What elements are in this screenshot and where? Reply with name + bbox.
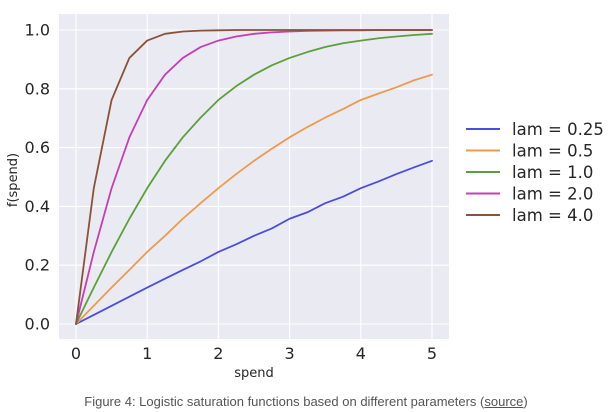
x-tick-labels: 0 1 2 3 4 5 <box>71 344 437 363</box>
caption-close: ) <box>523 394 528 409</box>
caption-text: Figure 4: Logistic saturation functions … <box>84 394 485 409</box>
x-tick-label: 2 <box>213 344 223 363</box>
figure-caption: Figure 4: Logistic saturation functions … <box>0 394 612 409</box>
y-tick-label: 1.0 <box>25 21 50 40</box>
x-tick-label: 3 <box>285 344 295 363</box>
plot-area <box>59 14 449 339</box>
x-tick-label: 5 <box>427 344 437 363</box>
legend-label: lam = 2.0 <box>512 185 593 204</box>
y-tick-label: 0.4 <box>25 197 50 216</box>
y-tick-labels: 0.0 0.2 0.4 0.6 0.8 1.0 <box>25 21 50 334</box>
y-axis-label: f(spend) <box>6 153 21 207</box>
legend-label: lam = 4.0 <box>512 206 593 225</box>
series-line-3 <box>75 32 433 325</box>
legend-label: lam = 1.0 <box>512 163 593 182</box>
y-tick-label: 0.8 <box>25 79 50 98</box>
x-tick-label: 4 <box>356 344 366 363</box>
y-tick-label: 0.2 <box>25 256 50 275</box>
legend-label: lam = 0.25 <box>512 120 604 139</box>
legend: lam = 0.25 lam = 0.5 lam = 1.0 lam = 2.0 lam… <box>466 120 604 225</box>
source-link[interactable]: source <box>484 394 524 409</box>
gridlines <box>59 14 449 339</box>
x-tick-label: 1 <box>142 344 152 363</box>
logistic-saturation-chart: 0 1 2 3 4 5 0.0 0.2 0.4 0.6 0.8 1.0 spend f(spend)… <box>6 14 604 381</box>
legend-label: lam = 0.5 <box>512 142 593 161</box>
series-line-2 <box>75 73 433 325</box>
y-tick-label: 0.0 <box>25 315 50 334</box>
x-tick-label: 0 <box>71 344 81 363</box>
series-line-1 <box>75 159 433 325</box>
series-line-5 <box>75 29 433 325</box>
series-lines <box>75 29 433 325</box>
y-tick-label: 0.6 <box>25 138 50 157</box>
x-axis-label: spend <box>234 366 274 381</box>
